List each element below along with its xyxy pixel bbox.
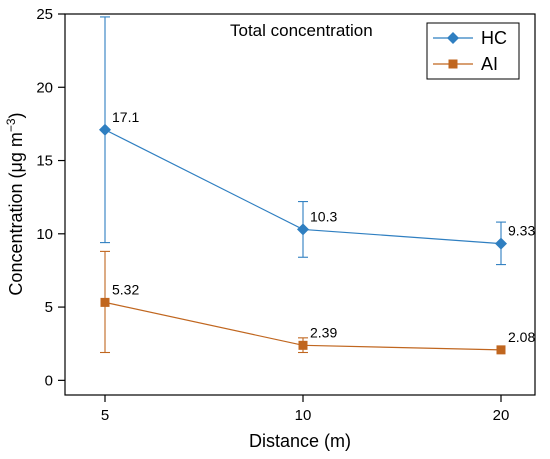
legend-ai-label: AI [481,54,498,74]
y-axis-title-superscript: −3 [4,118,18,132]
y-tick-label: 25 [36,6,53,23]
chart-annotation: Total concentration [230,21,373,40]
y-axis-title-main: Concentration (μg m [6,132,26,295]
data-point-hc [99,123,111,136]
data-point-hc [297,223,309,236]
data-point-ai [100,297,110,307]
x-tick-label: 10 [295,407,312,424]
data-point-ai [298,340,308,350]
legend-box [426,22,520,80]
data-point-ai [496,345,506,355]
y-tick-label: 10 [36,226,53,243]
y-tick-label: 15 [36,153,53,170]
data-label-ai: 2.39 [310,324,337,340]
data-label-ai: 2.08 [508,329,535,345]
y-axis-title-close: ) [6,112,26,118]
data-label-ai: 5.32 [112,281,139,297]
plot-area-frame [64,13,536,396]
y-tick-label: 5 [45,299,53,316]
data-label-hc: 9.33 [508,223,535,239]
y-axis-title: Concentration (μg m−3) [4,112,26,295]
y-tick-label: 20 [36,79,53,96]
y-tick-label: 0 [45,372,53,389]
x-tick-label: 5 [101,407,109,424]
legend-ai-square-icon [448,59,458,69]
legend: HC AI [426,22,520,80]
x-axis-title: Distance (m) [249,431,351,451]
data-point-hc [495,237,507,250]
legend-hc-label: HC [481,28,507,48]
x-tick-label: 20 [493,407,510,424]
data-label-hc: 17.1 [112,109,139,125]
data-label-hc: 10.3 [310,208,337,224]
legend-hc-diamond-icon [447,32,459,44]
